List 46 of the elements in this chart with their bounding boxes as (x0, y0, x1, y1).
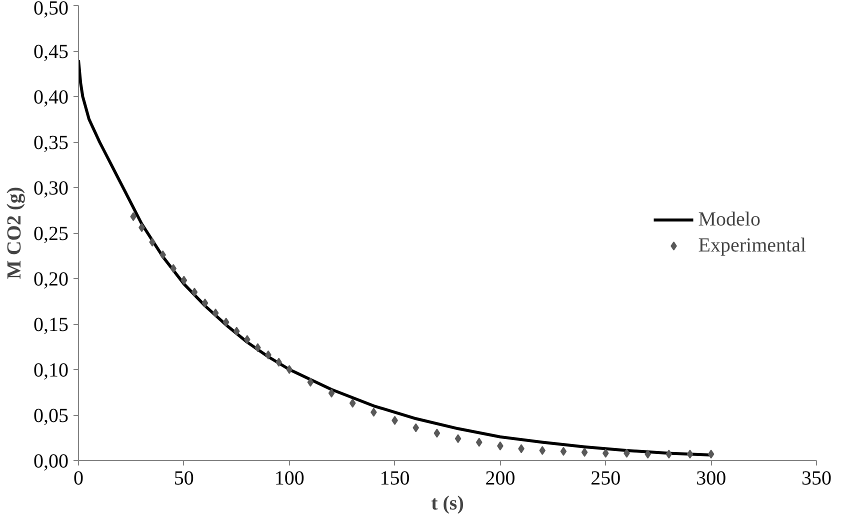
y-tick-label: 0,15 (34, 314, 68, 336)
point (328, 388, 335, 398)
point (686, 450, 694, 459)
point (666, 450, 672, 459)
point (412, 423, 420, 432)
x-tick-label: 300 (696, 468, 726, 490)
point (222, 318, 230, 327)
point (434, 428, 440, 438)
point (286, 365, 293, 374)
y-tick-label: 0,50 (34, 0, 68, 20)
y-tick-label: 0,40 (34, 86, 68, 108)
point (560, 446, 567, 456)
y-tick-label: 0,00 (34, 450, 68, 472)
y-tick-label: 0,25 (34, 223, 68, 245)
x-axis-title: t (s) (431, 492, 464, 514)
y-axis-title: M CO2 (g) (4, 186, 26, 280)
point (180, 276, 188, 285)
x-tick-label: 50 (174, 468, 194, 490)
point (170, 264, 177, 273)
point (602, 448, 609, 458)
x-tick-label: 150 (380, 468, 410, 490)
point (233, 326, 240, 336)
y-tick-label: 0,45 (34, 41, 68, 63)
point (708, 450, 714, 459)
y-tick-label: 0,20 (34, 268, 68, 290)
point (476, 438, 482, 447)
point (212, 308, 219, 318)
point (160, 250, 166, 260)
legend-label: Experimental (698, 234, 806, 257)
y-tick-label: 0,30 (34, 178, 68, 200)
x-tick-label: 350 (802, 468, 832, 490)
point (349, 398, 356, 408)
point (202, 298, 208, 308)
point (581, 448, 588, 457)
x-tick-label: 0 (74, 468, 84, 490)
x-tick-label: 200 (485, 468, 516, 490)
y-tick-label: 0,05 (34, 405, 68, 427)
x-tick-label: 100 (274, 468, 304, 490)
point (539, 446, 546, 455)
point (454, 434, 462, 444)
y-tick-label: 0,10 (34, 360, 68, 382)
point (191, 288, 198, 297)
legend-label: Modelo (698, 208, 760, 231)
point (307, 378, 314, 387)
x-tick-label: 250 (590, 468, 621, 490)
y-tick-label: 0,35 (34, 132, 68, 154)
